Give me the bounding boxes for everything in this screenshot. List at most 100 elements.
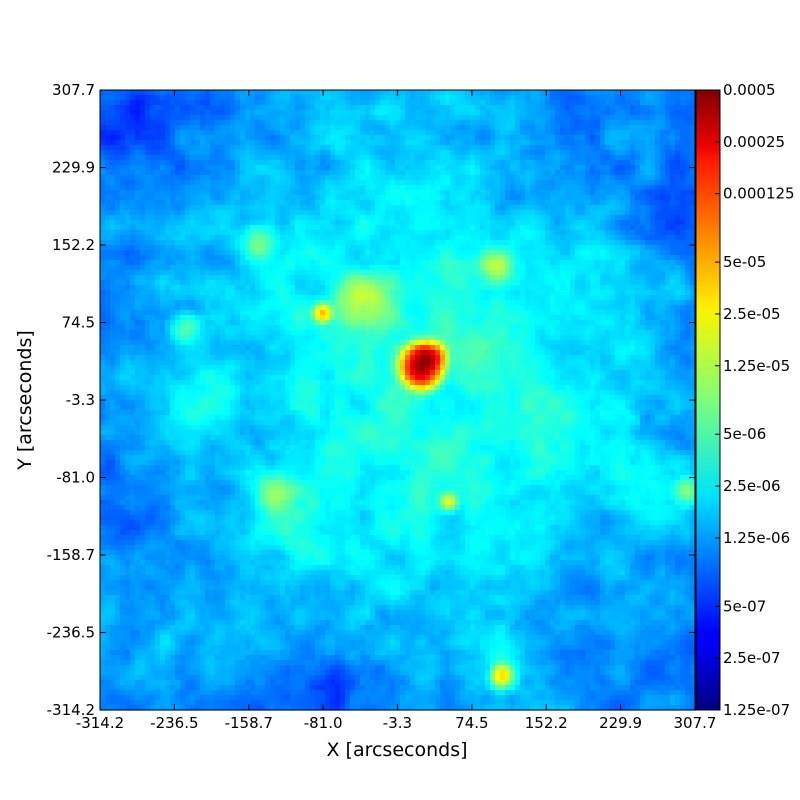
heatmap-cell — [570, 110, 576, 116]
heatmap-cell — [335, 95, 341, 101]
heatmap-cell — [200, 230, 206, 236]
heatmap-cell — [255, 270, 261, 276]
heatmap-cell — [140, 140, 146, 146]
heatmap-cell — [510, 130, 516, 136]
heatmap-cell — [200, 190, 206, 196]
heatmap-cell — [140, 215, 146, 221]
heatmap-cell — [115, 265, 121, 271]
heatmap-cell — [450, 175, 456, 181]
heatmap-cell — [290, 130, 296, 136]
heatmap-cell — [525, 225, 531, 231]
heatmap-cell — [520, 205, 526, 211]
heatmap-cell — [320, 275, 326, 281]
heatmap-cell — [625, 215, 631, 221]
heatmap-cell — [520, 170, 526, 176]
heatmap-cell — [570, 290, 576, 296]
heatmap-cell — [680, 250, 686, 256]
heatmap-cell — [240, 215, 246, 221]
heatmap-cell — [100, 170, 106, 176]
heatmap-cell — [570, 120, 576, 126]
heatmap-cell — [515, 290, 521, 296]
heatmap-cell — [330, 280, 336, 286]
heatmap-cell — [415, 160, 421, 166]
heatmap-cell — [640, 125, 646, 131]
heatmap-cell — [135, 180, 141, 186]
heatmap-cell — [625, 140, 631, 146]
heatmap-cell — [195, 210, 201, 216]
heatmap-cell — [680, 185, 686, 191]
heatmap-cell — [640, 295, 646, 301]
heatmap-cell — [120, 225, 126, 231]
heatmap-cell — [290, 255, 296, 261]
heatmap-cell — [410, 205, 416, 211]
heatmap-cell — [625, 125, 631, 131]
heatmap-cell — [260, 255, 266, 261]
heatmap-cell — [475, 195, 481, 201]
heatmap-cell — [275, 95, 281, 101]
heatmap-cell — [175, 280, 181, 286]
heatmap-cell — [480, 255, 486, 261]
heatmap-cell — [170, 285, 176, 291]
heatmap-cell — [220, 285, 226, 291]
heatmap-cell — [340, 165, 346, 171]
heatmap-cell — [475, 205, 481, 211]
heatmap-cell — [185, 275, 191, 281]
heatmap-cell — [455, 90, 461, 96]
heatmap-cell — [205, 165, 211, 171]
heatmap-cell — [185, 230, 191, 236]
heatmap-cell — [460, 280, 466, 286]
heatmap-cell — [510, 105, 516, 111]
heatmap-cell — [640, 105, 646, 111]
heatmap-cell — [300, 200, 306, 206]
heatmap-cell — [165, 270, 171, 276]
heatmap-cell — [635, 195, 641, 201]
heatmap-cell — [675, 275, 681, 281]
heatmap-cell — [465, 115, 471, 121]
heatmap-cell — [205, 205, 211, 211]
heatmap-cell — [315, 295, 321, 301]
heatmap-cell — [190, 115, 196, 121]
heatmap-cell — [490, 185, 496, 191]
heatmap-cell — [550, 145, 556, 151]
heatmap-cell — [285, 270, 291, 276]
heatmap-cell — [345, 130, 351, 136]
heatmap-cell — [315, 160, 321, 166]
heatmap-cell — [655, 115, 661, 121]
heatmap-cell — [510, 250, 516, 256]
heatmap-cell — [680, 155, 686, 161]
heatmap-cell — [175, 220, 181, 226]
heatmap-cell — [100, 90, 106, 96]
heatmap-cell — [635, 100, 641, 106]
heatmap-cell — [605, 195, 611, 201]
heatmap-cell — [550, 140, 556, 146]
heatmap-cell — [500, 110, 506, 116]
heatmap-cell — [385, 155, 391, 161]
heatmap-cell — [660, 290, 666, 296]
heatmap-cell — [595, 240, 601, 246]
heatmap-cell — [580, 120, 586, 126]
heatmap-cell — [225, 195, 231, 201]
heatmap-cell — [400, 160, 406, 166]
heatmap-cell — [150, 275, 156, 281]
heatmap-cell — [595, 115, 601, 121]
heatmap-cell — [155, 215, 161, 221]
heatmap-cell — [550, 235, 556, 241]
heatmap-cell — [395, 245, 401, 251]
heatmap-cell — [465, 215, 471, 221]
heatmap-cell — [680, 260, 686, 266]
heatmap-cell — [360, 185, 366, 191]
heatmap-cell — [195, 200, 201, 206]
heatmap-cell — [190, 100, 196, 106]
heatmap-cell — [330, 140, 336, 146]
heatmap-cell — [315, 245, 321, 251]
heatmap-cell — [645, 250, 651, 256]
heatmap-cell — [665, 120, 671, 126]
heatmap-cell — [475, 250, 481, 256]
heatmap-cell — [330, 125, 336, 131]
heatmap-cell — [140, 295, 146, 301]
heatmap-cell — [450, 220, 456, 226]
heatmap-cell — [280, 195, 286, 201]
heatmap-cell — [610, 230, 616, 236]
heatmap-cell — [175, 235, 181, 241]
heatmap-cell — [150, 90, 156, 96]
